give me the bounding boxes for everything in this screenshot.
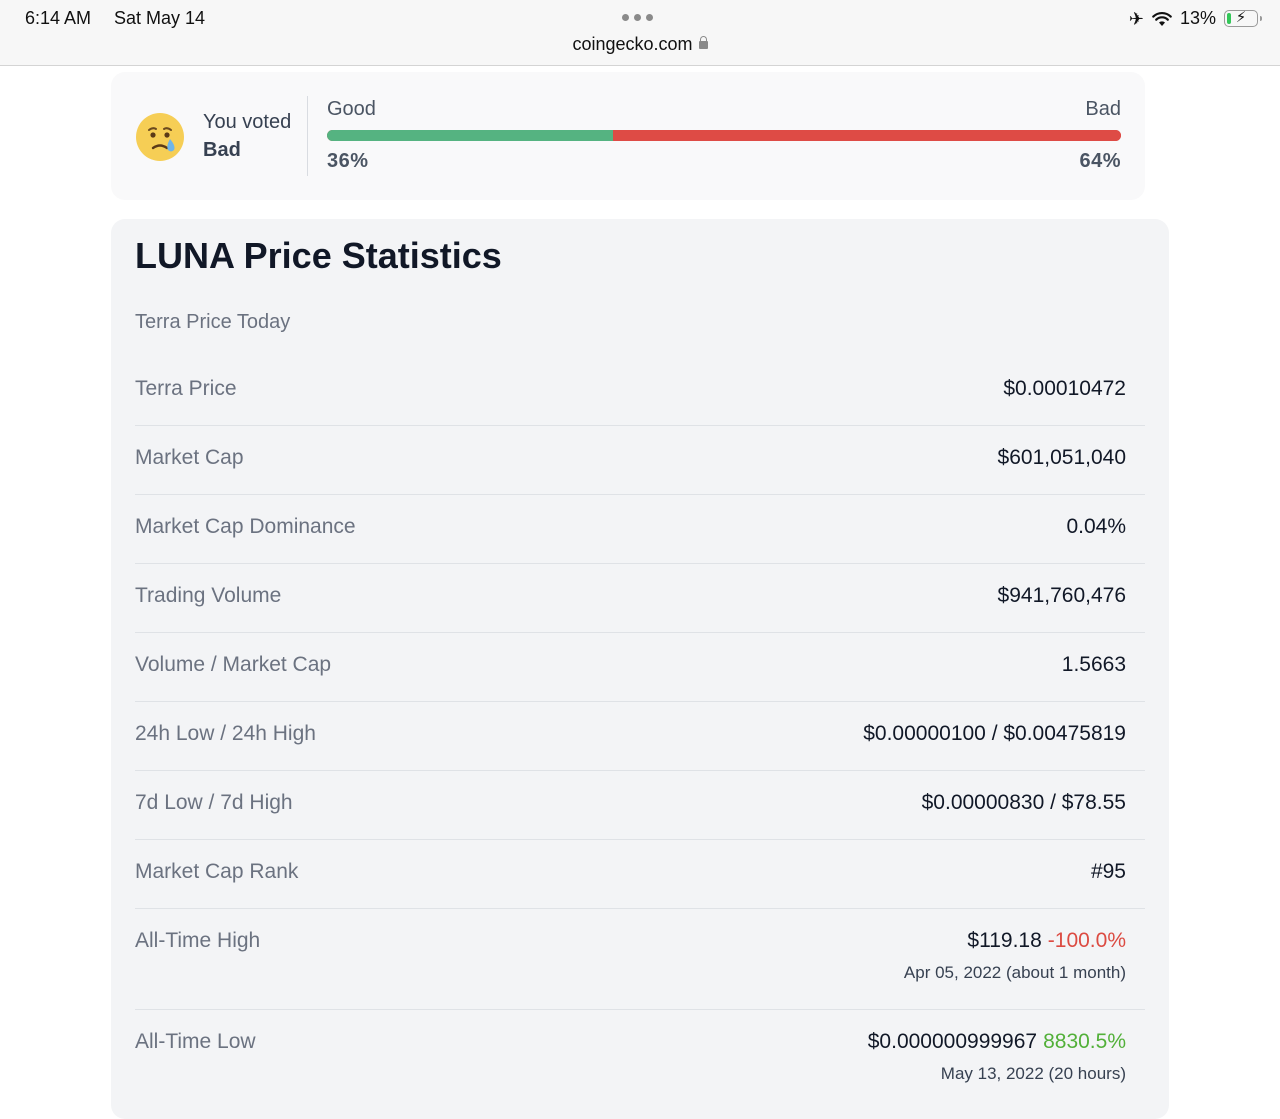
divider xyxy=(307,96,308,176)
stat-row-24h-range: 24h Low / 24h High $0.00000100 / $0.0047… xyxy=(135,702,1145,771)
url-text[interactable]: coingecko.com xyxy=(572,34,693,54)
sentiment-bar-bad xyxy=(612,130,1121,141)
more-dots-icon[interactable] xyxy=(622,14,653,21)
stat-date: May 13, 2022 (20 hours) xyxy=(940,1064,1126,1083)
crying-face-icon xyxy=(136,113,184,161)
stat-change: -100.0% xyxy=(1047,929,1126,952)
status-time: 6:14 AM xyxy=(25,8,92,28)
stat-label: Market Cap Rank xyxy=(135,860,299,883)
stat-label: Market Cap xyxy=(135,446,244,469)
stat-label: 24h Low / 24h High xyxy=(135,722,316,745)
stat-row-market-cap-dominance: Market Cap Dominance 0.04% xyxy=(135,495,1145,564)
wifi-icon xyxy=(1152,11,1172,26)
price-statistics-card: LUNA Price Statistics Terra Price Today … xyxy=(111,219,1169,1119)
stat-value: 0.04% xyxy=(1066,515,1126,538)
stat-label: Market Cap Dominance xyxy=(135,515,356,538)
stat-label: All-Time High xyxy=(135,929,261,952)
stat-value: $601,051,040 xyxy=(997,446,1126,469)
vote-result: You voted Bad xyxy=(203,108,291,164)
bad-percent: 64% xyxy=(1079,150,1121,172)
sentiment-bar xyxy=(327,130,1121,141)
stat-value: 1.5663 xyxy=(1061,653,1126,676)
battery-percent: 13% xyxy=(1179,8,1216,28)
vote-prefix: You voted xyxy=(203,111,292,133)
stat-value: $0.00010472 xyxy=(1003,377,1126,400)
status-bar: 6:14 AM Sat May 14 coingecko.com ✈ 13% ⚡ xyxy=(0,0,1280,66)
stat-label: Volume / Market Cap xyxy=(135,653,332,676)
stat-value: $119.18 xyxy=(967,929,1042,952)
status-indicators: ✈ 13% ⚡ xyxy=(1128,8,1262,29)
page-title: LUNA Price Statistics xyxy=(135,235,502,276)
good-percent: 36% xyxy=(327,150,369,172)
vote-choice: Bad xyxy=(203,139,241,161)
stats-table: Terra Price $0.00010472 Market Cap $601,… xyxy=(135,357,1145,1111)
stat-change: 8830.5% xyxy=(1043,1030,1126,1053)
stat-row-terra-price: Terra Price $0.00010472 xyxy=(135,357,1145,426)
stat-row-all-time-high: All-Time High $119.18 -100.0% Apr 05, 202… xyxy=(135,909,1145,1010)
stat-value: #95 xyxy=(1090,860,1126,883)
stat-value-group: $0.000000999967 8830.5% May 13, 2022 (20 … xyxy=(868,1030,1126,1084)
airplane-icon: ✈ xyxy=(1128,8,1144,29)
status-date: Sat May 14 xyxy=(114,8,206,28)
stat-value: $0.000000999967 xyxy=(867,1030,1038,1053)
stat-row-trading-volume: Trading Volume $941,760,476 xyxy=(135,564,1145,633)
stat-label: 7d Low / 7d High xyxy=(135,791,293,814)
sentiment-bar-good xyxy=(327,130,613,141)
stat-value-group: $119.18 -100.0% Apr 05, 2022 (about 1 mon… xyxy=(904,929,1126,983)
lock-icon xyxy=(698,36,708,49)
battery-icon: ⚡ xyxy=(1224,9,1262,27)
stat-date: Apr 05, 2022 (about 1 month) xyxy=(903,963,1126,982)
stat-row-market-cap-rank: Market Cap Rank #95 xyxy=(135,840,1145,909)
stat-label: Trading Volume xyxy=(135,584,282,607)
bad-label: Bad xyxy=(1085,98,1121,120)
stat-row-all-time-low: All-Time Low $0.000000999967 8830.5% May … xyxy=(135,1010,1145,1111)
address-bar[interactable]: coingecko.com xyxy=(0,34,1280,55)
good-label: Good xyxy=(327,98,376,120)
stat-row-7d-range: 7d Low / 7d High $0.00000830 / $78.55 xyxy=(135,771,1145,840)
stat-label: Terra Price xyxy=(135,377,237,400)
section-subtitle: Terra Price Today xyxy=(135,311,291,333)
stat-value: $0.00000100 / $0.00475819 xyxy=(863,722,1126,745)
stat-value: $941,760,476 xyxy=(997,584,1126,607)
stat-row-market-cap: Market Cap $601,051,040 xyxy=(135,426,1145,495)
sentiment-vote-card: You voted Bad Good Bad 36% 64% xyxy=(111,72,1145,200)
stat-label: All-Time Low xyxy=(135,1030,256,1053)
stat-row-volume-market-cap: Volume / Market Cap 1.5663 xyxy=(135,633,1145,702)
stat-value: $0.00000830 / $78.55 xyxy=(921,791,1126,814)
